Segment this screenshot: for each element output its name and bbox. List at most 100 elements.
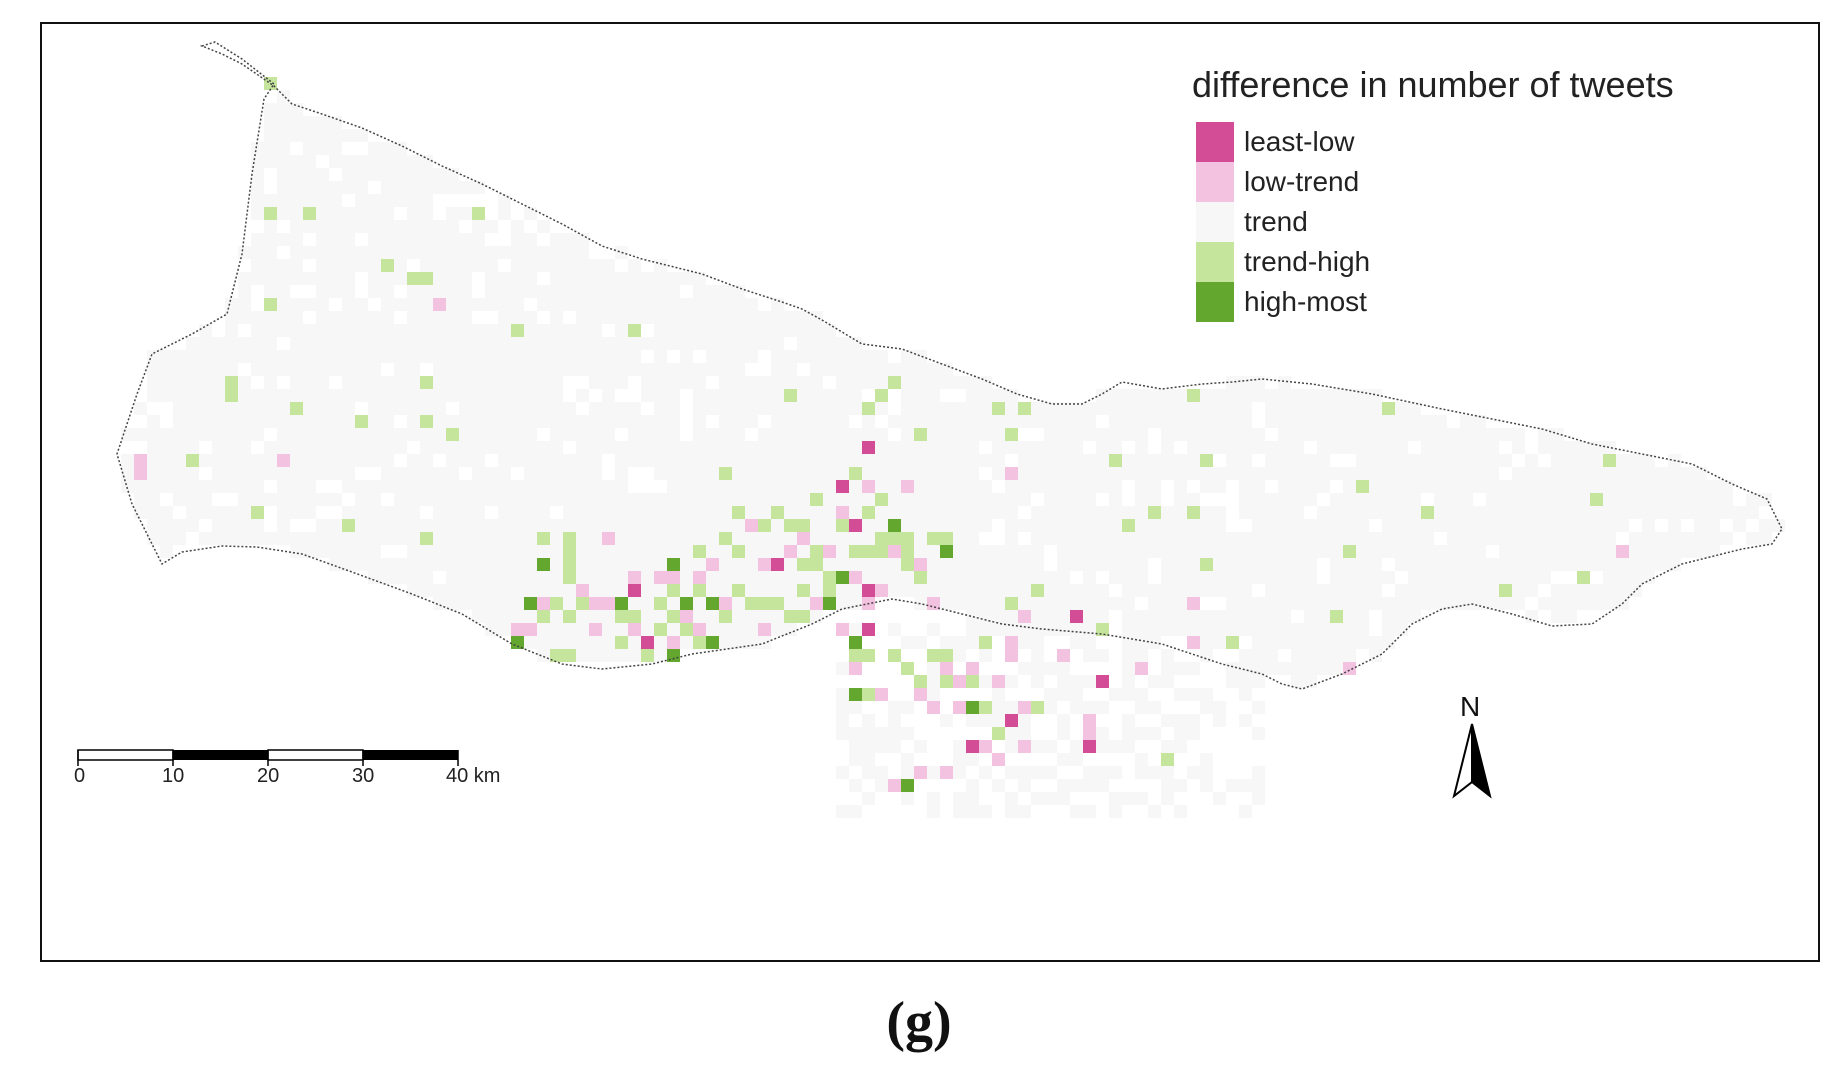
grid-cell xyxy=(758,467,771,480)
grid-cell xyxy=(511,285,524,298)
grid-cell xyxy=(1499,428,1512,441)
grid-cell xyxy=(1005,467,1018,480)
grid-cell xyxy=(1135,532,1148,545)
grid-cell xyxy=(1239,597,1252,610)
grid-cell xyxy=(1031,792,1044,805)
grid-cell xyxy=(511,363,524,376)
grid-cell xyxy=(329,415,342,428)
grid-cell xyxy=(862,428,875,441)
grid-cell xyxy=(1005,701,1018,714)
grid-cell xyxy=(1200,415,1213,428)
grid-cell xyxy=(1317,467,1330,480)
grid-cell xyxy=(888,467,901,480)
grid-cell xyxy=(1213,402,1226,415)
grid-cell xyxy=(537,350,550,363)
grid-cell xyxy=(316,142,329,155)
grid-cell xyxy=(1720,506,1733,519)
grid-cell xyxy=(992,610,1005,623)
grid-cell xyxy=(472,376,485,389)
grid-cell xyxy=(316,233,329,246)
grid-cell xyxy=(1200,623,1213,636)
grid-cell xyxy=(680,337,693,350)
grid-cell xyxy=(251,350,264,363)
grid-cell xyxy=(914,389,927,402)
grid-cell xyxy=(134,402,147,415)
grid-cell xyxy=(433,233,446,246)
grid-cell xyxy=(1382,636,1395,649)
grid-cell xyxy=(1616,519,1629,532)
grid-cell xyxy=(1629,545,1642,558)
grid-cell xyxy=(1408,506,1421,519)
grid-cell xyxy=(836,402,849,415)
grid-cell xyxy=(212,532,225,545)
grid-cell xyxy=(472,532,485,545)
grid-cell xyxy=(667,285,680,298)
grid-cell xyxy=(1122,558,1135,571)
grid-cell xyxy=(667,506,680,519)
grid-cell xyxy=(212,441,225,454)
grid-cell xyxy=(485,337,498,350)
grid-cell xyxy=(615,493,628,506)
grid-cell xyxy=(407,519,420,532)
grid-cell xyxy=(1720,493,1733,506)
grid-cell xyxy=(1421,480,1434,493)
grid-cell xyxy=(927,701,940,714)
grid-cell xyxy=(966,467,979,480)
grid-cell xyxy=(134,480,147,493)
grid-cell xyxy=(758,337,771,350)
grid-cell xyxy=(1317,636,1330,649)
grid-cell xyxy=(212,363,225,376)
grid-cell xyxy=(745,545,758,558)
grid-cell xyxy=(277,415,290,428)
grid-cell xyxy=(329,558,342,571)
grid-cell xyxy=(1603,558,1616,571)
grid-cell xyxy=(407,415,420,428)
grid-cell xyxy=(732,636,745,649)
grid-cell xyxy=(1317,623,1330,636)
grid-cell xyxy=(433,506,446,519)
grid-cell xyxy=(888,545,901,558)
grid-cell xyxy=(901,779,914,792)
grid-cell xyxy=(251,493,264,506)
grid-cell xyxy=(1187,428,1200,441)
grid-cell xyxy=(927,805,940,818)
grid-cell xyxy=(355,194,368,207)
grid-cell xyxy=(472,480,485,493)
grid-cell xyxy=(680,376,693,389)
grid-cell xyxy=(147,376,160,389)
grid-cell xyxy=(602,428,615,441)
grid-cell xyxy=(1486,441,1499,454)
grid-cell xyxy=(589,259,602,272)
grid-cell xyxy=(615,519,628,532)
grid-cell xyxy=(615,363,628,376)
grid-cell xyxy=(524,493,537,506)
grid-cell xyxy=(693,467,706,480)
grid-cell xyxy=(1447,558,1460,571)
grid-cell xyxy=(316,129,329,142)
grid-cell xyxy=(1135,454,1148,467)
grid-cell xyxy=(758,493,771,506)
grid-cell xyxy=(342,441,355,454)
grid-cell xyxy=(251,194,264,207)
legend-label: trend xyxy=(1244,206,1308,237)
grid-cell xyxy=(1317,454,1330,467)
grid-cell xyxy=(836,571,849,584)
grid-cell xyxy=(1343,623,1356,636)
grid-cell xyxy=(368,506,381,519)
grid-cell xyxy=(316,402,329,415)
grid-cell xyxy=(940,428,953,441)
grid-cell xyxy=(1213,467,1226,480)
grid-cell xyxy=(797,389,810,402)
grid-cell xyxy=(758,324,771,337)
grid-cell xyxy=(459,519,472,532)
grid-cell xyxy=(758,571,771,584)
grid-cell xyxy=(1382,441,1395,454)
grid-cell xyxy=(1486,571,1499,584)
grid-cell xyxy=(1018,558,1031,571)
grid-cell xyxy=(615,376,628,389)
grid-cell xyxy=(1369,454,1382,467)
grid-cell xyxy=(1499,454,1512,467)
grid-cell xyxy=(1317,480,1330,493)
grid-cell xyxy=(186,389,199,402)
grid-cell xyxy=(849,584,862,597)
